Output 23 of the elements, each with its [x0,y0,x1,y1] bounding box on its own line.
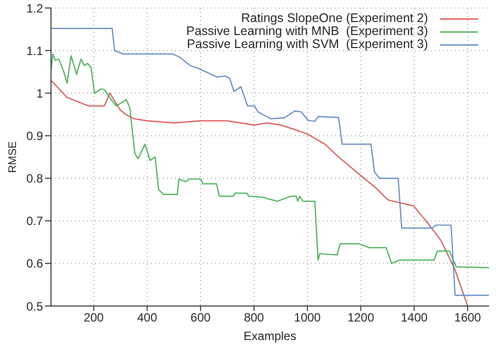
x-tick-label: 200 [84,310,104,325]
y-tick-label: 0.6 [26,256,44,271]
y-tick-label: 0.8 [26,172,44,186]
x-axis-title: Examples [244,329,296,343]
legend-label: Ratings SlopeOne (Experiment 2) [241,11,428,25]
x-tick-label: 600 [190,310,211,325]
y-tick-label: 1.2 [26,1,44,16]
y-tick-label: 0.9 [26,128,44,143]
x-tick-label: 1200 [347,310,374,325]
x-tick-label: 1600 [454,310,482,325]
x-tick-label: 800 [244,310,264,325]
line-series [51,80,468,306]
x-tick-label: 1400 [400,310,428,325]
x-tick-label: 400 [137,310,158,325]
y-axis-title: RMSE [6,141,19,173]
x-tick-label: 1000 [294,310,322,325]
y-tick-label: 0.5 [26,299,44,314]
legend-label: Passive Learning with MNB (Experiment 3) [186,24,428,38]
y-tick-label: 1 [36,86,44,100]
line-series [51,53,489,268]
y-tick-label: 0.7 [26,214,44,228]
y-tick-label: 1.1 [26,44,44,58]
legend-label: Passive Learning with SVM (Experiment 3) [186,37,428,51]
